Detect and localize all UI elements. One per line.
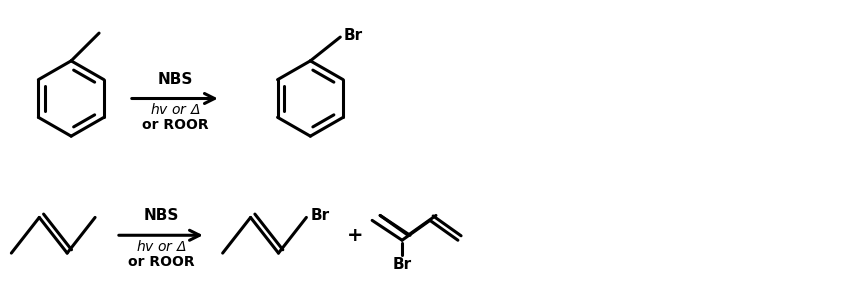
Text: or ROOR: or ROOR [128, 255, 195, 269]
Text: NBS: NBS [157, 72, 193, 87]
Text: $hv$ or Δ: $hv$ or Δ [135, 239, 186, 254]
Text: Br: Br [310, 208, 329, 223]
Text: Br: Br [393, 257, 412, 272]
Text: +: + [347, 226, 364, 245]
Text: $hv$ or Δ: $hv$ or Δ [150, 103, 200, 117]
Text: Br: Br [343, 28, 362, 43]
Text: NBS: NBS [143, 209, 179, 223]
Text: or ROOR: or ROOR [141, 118, 208, 132]
